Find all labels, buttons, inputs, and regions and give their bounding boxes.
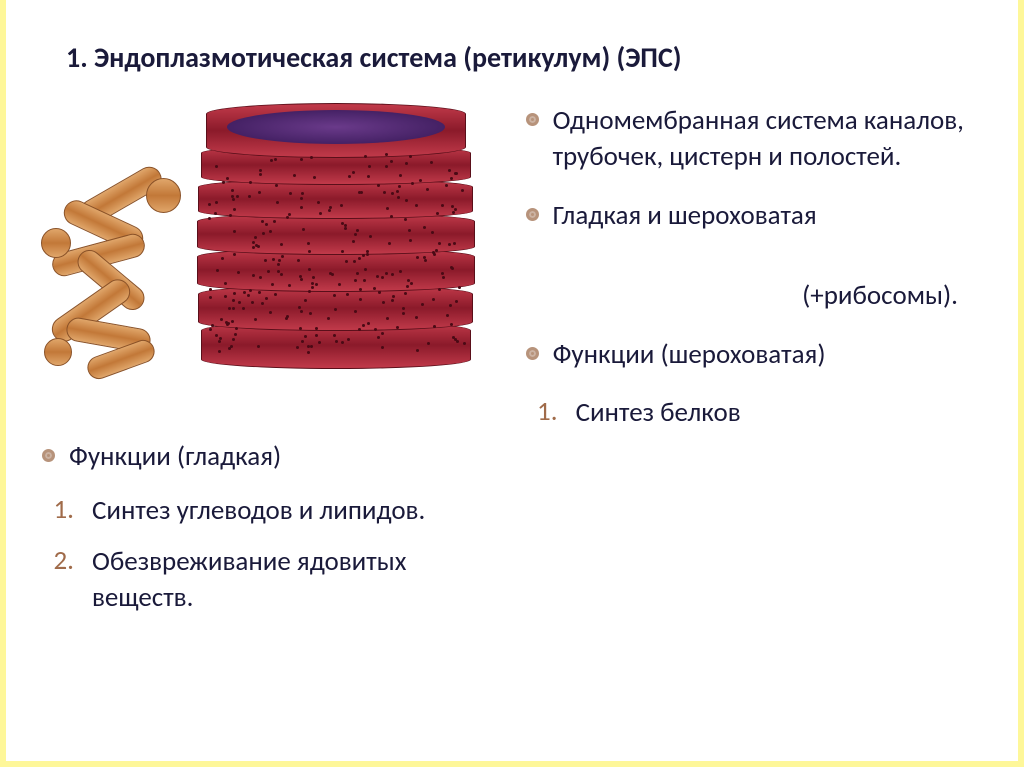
left-column: Функции (гладкая) 1. Синтез углеводов и … (36, 103, 500, 724)
list-item: 1. Синтез углеводов и липидов. (48, 493, 500, 529)
bullet-smooth-heading: Функции (гладкая) (42, 439, 500, 475)
right-column: Одномембранная система каналов, трубочек… (520, 103, 988, 724)
right-description-block: Одномембранная система каналов, трубочек… (526, 103, 988, 315)
bullet-types: Гладкая и шероховатая (526, 198, 988, 234)
bullet-ribosomes-note: (+рибосомы). (526, 278, 988, 314)
bullet-text: Одномембранная система каналов, трубочек… (553, 103, 988, 176)
list-number: 1. (532, 395, 558, 428)
bullet-text: Гладкая и шероховатая (553, 198, 817, 234)
content-area: Функции (гладкая) 1. Синтез углеводов и … (36, 103, 988, 724)
list-text: Синтез белков (576, 395, 741, 431)
bullet-dot-icon (42, 449, 55, 462)
rough-er-illustration (196, 103, 476, 358)
list-item: 1. Синтез белков (532, 395, 988, 431)
bullet-rough-heading: Функции (шероховатая) (526, 337, 988, 373)
bullet-text: (+рибосомы). (802, 278, 958, 314)
list-item: 2. Обезвреживание ядовитых веществ. (48, 544, 500, 617)
list-number: 1. (48, 493, 74, 526)
bullet-dot-icon (526, 208, 539, 221)
bullet-description: Одномембранная система каналов, трубочек… (526, 103, 988, 176)
left-function-block: Функции (гладкая) 1. Синтез углеводов и … (42, 439, 500, 631)
bullet-text: Функции (гладкая) (69, 439, 281, 475)
bullet-dot-icon (526, 347, 539, 360)
bullet-text: Функции (шероховатая) (553, 337, 826, 373)
list-number: 2. (48, 544, 74, 577)
list-text: Синтез углеводов и липидов. (92, 493, 425, 529)
list-text: Обезвреживание ядовитых веществ. (92, 544, 500, 617)
slide-root: 1. Эндоплазмотическая система (ретикулум… (6, 0, 1018, 761)
smooth-er-illustration (36, 173, 236, 393)
er-diagram (36, 103, 496, 393)
bullet-dot-icon (526, 113, 539, 126)
slide-title: 1. Эндоплазмотическая система (ретикулум… (66, 40, 988, 75)
right-function-block: Функции (шероховатая) 1. Синтез белков (526, 337, 988, 432)
